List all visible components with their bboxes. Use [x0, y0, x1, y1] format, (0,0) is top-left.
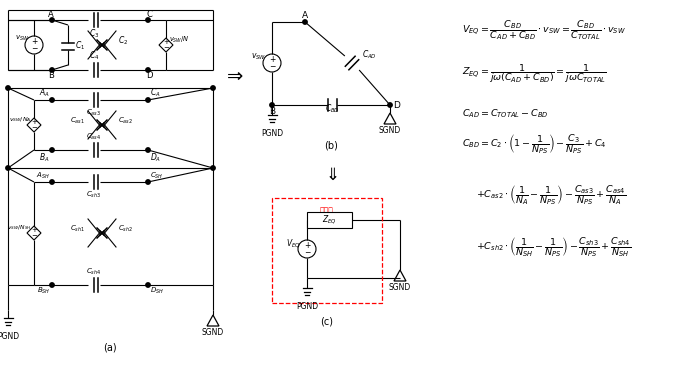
Text: 变压器: 变压器	[320, 206, 334, 215]
Text: $C_{as3}$: $C_{as3}$	[86, 108, 102, 118]
Circle shape	[49, 180, 54, 184]
Circle shape	[146, 18, 150, 22]
Text: $C_{sh2}$: $C_{sh2}$	[118, 224, 133, 234]
Text: −: −	[304, 248, 310, 257]
Text: $v_{SW}/N$: $v_{SW}/N$	[169, 35, 190, 45]
Circle shape	[146, 148, 150, 152]
Circle shape	[146, 180, 150, 184]
Text: $C_{as4}$: $C_{as4}$	[86, 132, 102, 142]
Text: $D_A$: $D_A$	[150, 151, 161, 164]
Text: SGND: SGND	[389, 283, 411, 292]
Text: −: −	[31, 233, 37, 239]
Text: $+C_{sh2}\cdot\left(\dfrac{1}{N_{SH}}-\dfrac{1}{N_{PS}}\right)-\dfrac{C_{sh3}}{N: $+C_{sh2}\cdot\left(\dfrac{1}{N_{SH}}-\d…	[476, 235, 631, 259]
Text: $v_{SW}/N_{SH}$: $v_{SW}/N_{SH}$	[7, 224, 31, 232]
Circle shape	[6, 166, 10, 170]
Circle shape	[146, 68, 150, 72]
Text: (a): (a)	[103, 342, 117, 352]
Text: SGND: SGND	[202, 328, 224, 337]
Text: PGND: PGND	[296, 302, 318, 311]
Text: $C_{sh1}$: $C_{sh1}$	[70, 224, 85, 234]
Text: +: +	[31, 119, 37, 125]
Text: $D_{SH}$: $D_{SH}$	[150, 286, 164, 296]
Text: $C_{sh4}$: $C_{sh4}$	[86, 267, 102, 277]
Text: $B_{SH}$: $B_{SH}$	[36, 286, 50, 296]
Text: +: +	[163, 39, 169, 45]
Text: $C_4$: $C_4$	[89, 49, 99, 62]
Text: $v_{SW}/N_A$: $v_{SW}/N_A$	[9, 116, 31, 124]
Text: $A_A$: $A_A$	[39, 87, 50, 99]
Text: D: D	[393, 100, 400, 109]
Text: B: B	[269, 107, 275, 116]
Text: $\Downarrow$: $\Downarrow$	[322, 166, 338, 184]
Text: $C_{BD}=C_2\cdot\left(1-\dfrac{1}{N_{PS}}\right)-\dfrac{C_3}{N_{PS}}+C_4$: $C_{BD}=C_2\cdot\left(1-\dfrac{1}{N_{PS}…	[462, 132, 606, 156]
Text: D: D	[146, 71, 152, 80]
Circle shape	[49, 68, 54, 72]
Text: +: +	[269, 55, 275, 64]
Text: $C_1$: $C_1$	[75, 40, 85, 52]
Text: $B_A$: $B_A$	[40, 151, 50, 164]
Text: SGND: SGND	[379, 126, 401, 135]
Text: $V_{EQ}$: $V_{EQ}$	[286, 238, 300, 250]
Text: $Z_{EQ}$: $Z_{EQ}$	[321, 214, 337, 227]
Text: $v_{SW}$: $v_{SW}$	[15, 33, 29, 43]
Text: −: −	[31, 44, 37, 53]
Circle shape	[146, 98, 150, 102]
Text: $C_{SH}$: $C_{SH}$	[150, 171, 164, 181]
Text: −: −	[269, 62, 275, 71]
Text: $C_{sh3}$: $C_{sh3}$	[86, 190, 102, 200]
Text: $C_A$: $C_A$	[150, 87, 160, 99]
Text: A: A	[48, 10, 54, 19]
Circle shape	[146, 283, 150, 287]
Text: −: −	[31, 125, 37, 131]
Circle shape	[49, 283, 54, 287]
Circle shape	[388, 103, 392, 107]
Text: PGND: PGND	[261, 129, 283, 138]
Circle shape	[49, 18, 54, 22]
Text: $C_{BD}$: $C_{BD}$	[325, 103, 339, 115]
Text: B: B	[48, 71, 54, 80]
Circle shape	[49, 148, 54, 152]
Text: $C_2$: $C_2$	[118, 35, 128, 47]
Text: $+C_{as2}\cdot\left(\dfrac{1}{N_A}-\dfrac{1}{N_{PS}}\right)-\dfrac{C_{as3}}{N_{P: $+C_{as2}\cdot\left(\dfrac{1}{N_A}-\dfra…	[476, 183, 626, 207]
FancyBboxPatch shape	[307, 212, 352, 228]
Text: (b): (b)	[324, 140, 338, 150]
Text: $C_3$: $C_3$	[89, 28, 99, 41]
Text: $Z_{EQ}=\dfrac{1}{j\omega(C_{AD}+C_{BD})}=\dfrac{1}{j\omega C_{TOTAL}}$: $Z_{EQ}=\dfrac{1}{j\omega(C_{AD}+C_{BD})…	[462, 62, 607, 85]
Text: $C_{AD}$: $C_{AD}$	[362, 49, 377, 61]
Circle shape	[6, 86, 10, 90]
Circle shape	[49, 98, 54, 102]
Text: +: +	[304, 241, 310, 250]
Text: C: C	[146, 10, 152, 19]
Circle shape	[210, 166, 215, 170]
Text: $A_{SH}$: $A_{SH}$	[36, 171, 50, 181]
Text: $V_{EQ}=\dfrac{C_{BD}}{C_{AD}+C_{BD}}\cdot v_{SW}=\dfrac{C_{BD}}{C_{TOTAL}}\cdot: $V_{EQ}=\dfrac{C_{BD}}{C_{AD}+C_{BD}}\cd…	[462, 18, 626, 42]
Text: PGND: PGND	[0, 332, 19, 341]
Circle shape	[270, 103, 274, 107]
Text: −: −	[163, 45, 169, 51]
Text: $v_{SW}$: $v_{SW}$	[252, 52, 267, 62]
Circle shape	[302, 20, 307, 24]
Text: $C_{AD}=C_{TOTAL}-C_{BD}$: $C_{AD}=C_{TOTAL}-C_{BD}$	[462, 108, 549, 121]
Text: +: +	[31, 227, 37, 233]
Text: $C_{as1}$: $C_{as1}$	[70, 116, 85, 126]
Text: $\Rightarrow$: $\Rightarrow$	[224, 65, 245, 84]
Text: +: +	[31, 37, 37, 46]
Text: A: A	[302, 11, 308, 20]
Circle shape	[210, 86, 215, 90]
Text: $C_{as2}$: $C_{as2}$	[118, 116, 133, 126]
Text: (c): (c)	[321, 317, 333, 327]
